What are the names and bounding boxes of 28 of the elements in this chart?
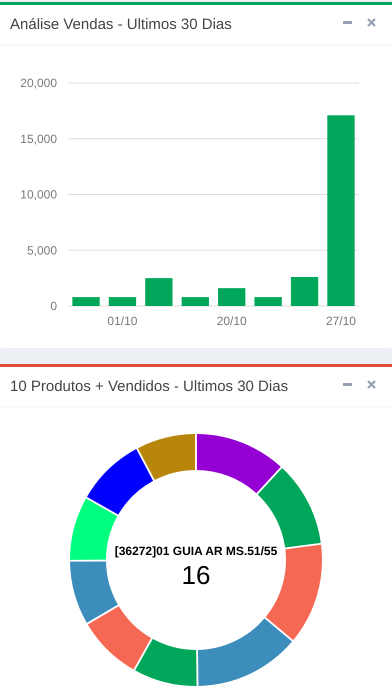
donut-slice — [138, 434, 196, 480]
bar — [182, 297, 209, 306]
bar — [108, 297, 136, 306]
chart-title: 10 Produtos + Vendidos - Ultimos 30 Dias — [10, 378, 288, 395]
text: [36272]01 GUIA AR MS.51/55 — [114, 544, 278, 558]
donut-slice — [86, 449, 154, 515]
bar — [290, 277, 318, 306]
text: 16 — [182, 560, 210, 590]
y-tick-label: 15,000 — [20, 132, 58, 146]
y-tick-label: 0 — [50, 299, 58, 314]
donut-slice — [196, 434, 281, 494]
donut-slice — [135, 638, 197, 686]
x-tick-label: 27/10 — [326, 314, 356, 328]
donut-slice — [198, 618, 292, 686]
bar — [254, 297, 282, 306]
chart-title: Análise Vendas - Ultimos 30 Dias — [10, 16, 232, 33]
donut-slice — [70, 561, 118, 623]
bar — [72, 297, 100, 306]
x-tick-label: 01/10 — [107, 314, 138, 328]
bar — [327, 115, 355, 306]
bar — [145, 278, 173, 306]
bar — [218, 288, 246, 306]
x-tick-label: 20/10 — [216, 314, 248, 328]
donut-slice — [258, 468, 321, 548]
y-tick-label: 20,000 — [20, 76, 58, 90]
y-tick-label: 10,000 — [20, 188, 58, 202]
donut-slice — [88, 606, 152, 670]
y-tick-label: 5,000 — [26, 243, 58, 258]
